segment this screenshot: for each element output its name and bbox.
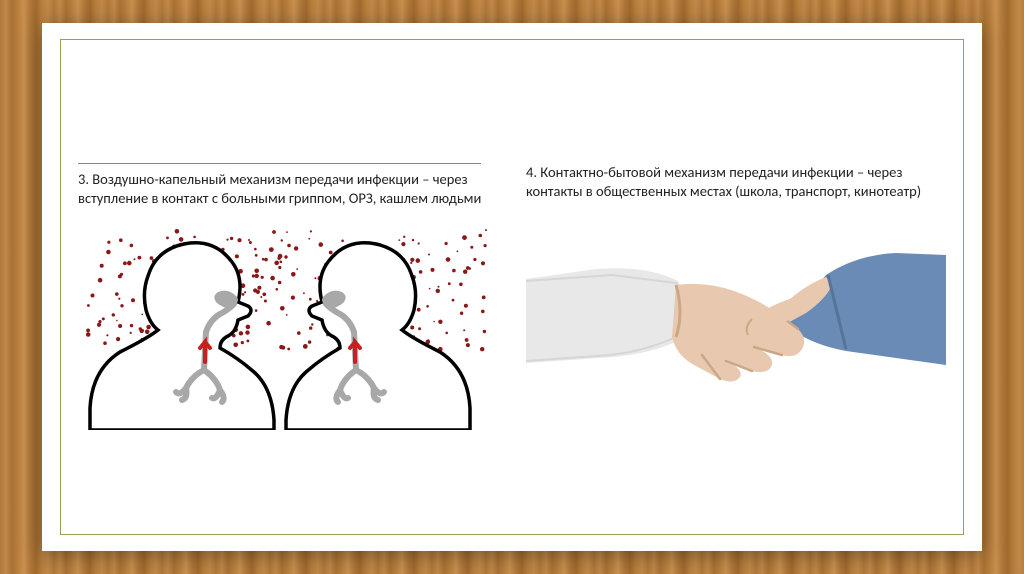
person-left-svg xyxy=(78,220,278,430)
left-divider xyxy=(78,163,481,164)
handshake-diagram xyxy=(526,225,946,395)
slide-content: 3. Воздушно-капельный механизм передачи … xyxy=(78,163,946,430)
airborne-diagram xyxy=(78,220,498,430)
handshake-svg xyxy=(526,225,946,395)
person-right xyxy=(282,220,482,430)
person-right-svg xyxy=(282,220,482,430)
slide-card: 3. Воздушно-капельный механизм передачи … xyxy=(42,23,982,551)
right-text: 4. Контактно-бытовой механизм передачи и… xyxy=(526,163,946,201)
wood-background: 3. Воздушно-капельный механизм передачи … xyxy=(0,0,1024,574)
left-column: 3. Воздушно-капельный механизм передачи … xyxy=(78,163,498,430)
person-left xyxy=(78,220,278,430)
left-text: 3. Воздушно-капельный механизм передачи … xyxy=(78,170,498,208)
right-column: 4. Контактно-бытовой механизм передачи и… xyxy=(526,163,946,430)
